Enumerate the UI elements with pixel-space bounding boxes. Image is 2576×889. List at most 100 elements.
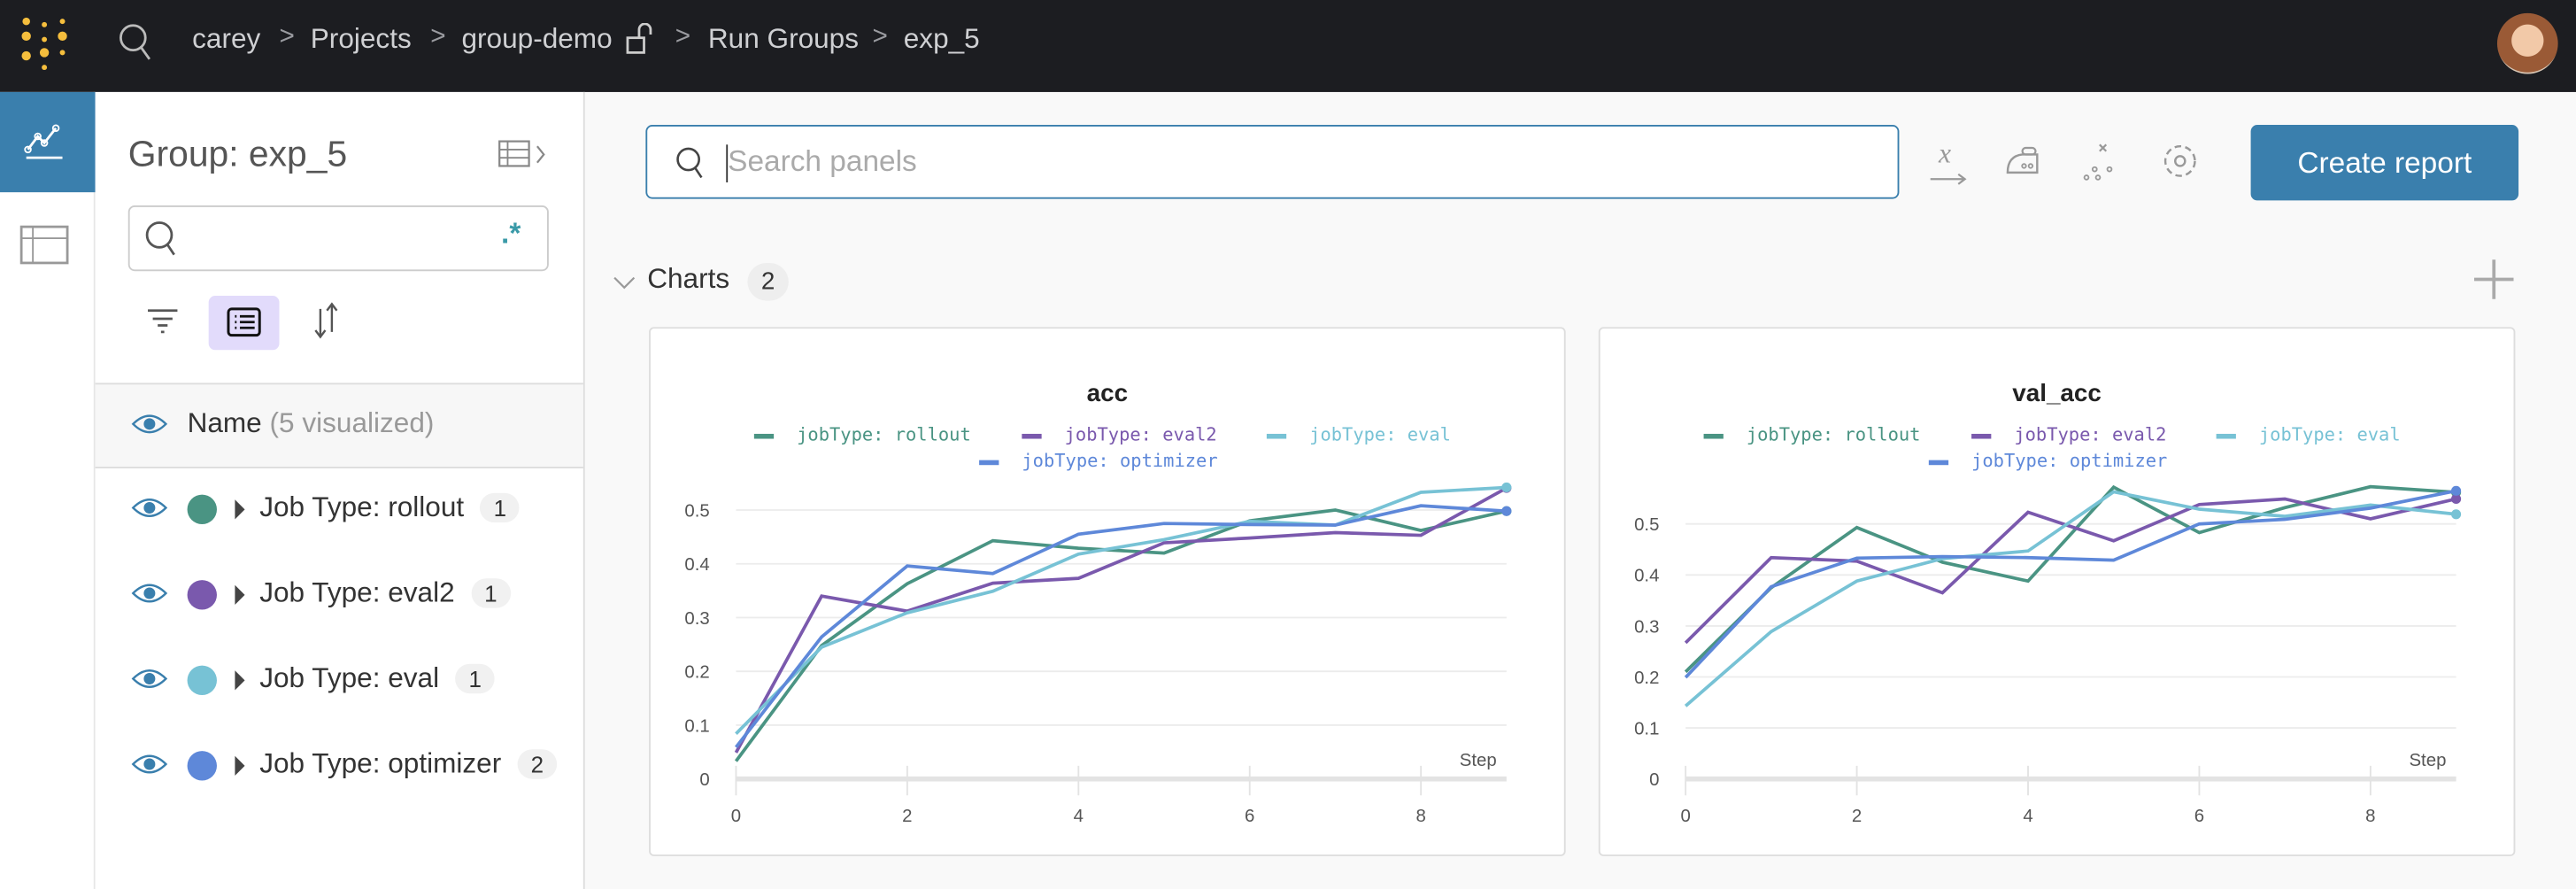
y-tick-label: 0.2 <box>1634 669 1659 688</box>
expand-caret-icon[interactable] <box>235 670 245 691</box>
breadcrumb-user[interactable]: carey <box>192 22 261 55</box>
expand-table-icon[interactable] <box>497 138 553 171</box>
expand-caret-icon[interactable] <box>235 499 245 520</box>
chart-plot[interactable]: 0 0.1 0.2 0.3 0.4 0.5 0 2 4 6 8 Step <box>1600 329 2514 854</box>
breadcrumb-separator: > <box>430 22 446 51</box>
create-report-button[interactable]: Create report <box>2250 125 2519 201</box>
search-panels-input[interactable]: Search panels <box>645 125 1900 199</box>
y-tick-label: 0.5 <box>684 501 709 521</box>
sort-icon[interactable] <box>312 302 342 342</box>
x-tick-label: 6 <box>1245 807 1254 826</box>
chart-panel-val-acc[interactable]: val_acc jobType: rollout jobType: eval2 job… <box>1598 327 2516 856</box>
y-tick-label: 0.5 <box>1634 515 1659 535</box>
y-tick-label: 0.4 <box>684 555 709 575</box>
x-tick-label: 4 <box>1074 807 1084 826</box>
legend-label: jobType: eval <box>2258 423 2401 445</box>
text-cursor <box>726 144 729 183</box>
filter-icon[interactable] <box>146 307 179 334</box>
regex-toggle[interactable]: .* <box>501 216 521 251</box>
breadcrumb-separator: > <box>279 22 295 51</box>
legend-swatch <box>1703 433 1724 438</box>
table-icon[interactable] <box>19 223 72 266</box>
group-count-badge: 1 <box>480 492 520 523</box>
group-title: Group: exp_5 <box>127 133 348 174</box>
series-line <box>735 485 1507 735</box>
unlock-icon[interactable] <box>626 22 655 56</box>
group-color-swatch[interactable] <box>187 665 217 696</box>
legend-label: jobType: eval2 <box>1064 423 1217 445</box>
group-color-swatch[interactable] <box>187 751 217 781</box>
add-panel-icon[interactable] <box>2472 258 2515 300</box>
x-tick-label: 8 <box>1415 807 1425 826</box>
legend-item[interactable]: jobType: eval <box>2216 423 2401 445</box>
chart-panel-acc[interactable]: acc jobType: rollout jobType: eval2 jobType… <box>649 327 1566 856</box>
section-title[interactable]: Charts <box>647 262 730 295</box>
chevron-down-icon[interactable] <box>613 273 636 292</box>
run-sidebar: Group: exp_5 .* Name (5 visualized) Job … <box>95 91 585 889</box>
run-group-row[interactable]: Job Type: rollout 1 <box>96 468 583 554</box>
x-tick-label: 0 <box>1680 807 1690 826</box>
outlier-scatter-icon[interactable] <box>2080 138 2123 184</box>
series-end-point <box>2451 485 2462 496</box>
series-line <box>734 508 1508 762</box>
run-search-input[interactable]: .* <box>127 205 549 272</box>
x-tick-label: 6 <box>2194 807 2204 826</box>
eye-icon[interactable] <box>131 753 168 776</box>
run-group-row[interactable]: Job Type: optimizer 2 <box>96 724 583 810</box>
y-tick-label: 0 <box>1649 770 1659 790</box>
legend-item[interactable]: jobType: eval2 <box>1022 423 1217 445</box>
x-tick-label: 2 <box>1852 807 1862 826</box>
legend-item[interactable]: jobType: optimizer <box>979 451 1218 472</box>
user-avatar[interactable] <box>2496 12 2558 74</box>
eye-icon[interactable] <box>131 667 168 690</box>
expand-caret-icon[interactable] <box>235 755 245 776</box>
y-tick-label: 0.4 <box>1634 567 1659 586</box>
wandb-logo-icon[interactable] <box>19 17 72 73</box>
breadcrumb-run-groups[interactable]: Run Groups <box>707 22 860 55</box>
legend-item[interactable]: jobType: eval2 <box>1971 424 2166 445</box>
series-end-point <box>2451 509 2462 520</box>
series-end-point <box>1501 482 1512 493</box>
search-icon[interactable] <box>119 23 155 63</box>
smoothing-iron-icon[interactable] <box>2002 138 2045 184</box>
expand-caret-icon[interactable] <box>235 584 245 605</box>
eye-icon[interactable] <box>131 582 168 605</box>
eye-icon[interactable] <box>131 413 168 436</box>
eye-icon[interactable] <box>131 496 168 519</box>
breadcrumb-projects[interactable]: Projects <box>310 22 412 55</box>
y-tick-label: 0.1 <box>1634 720 1659 739</box>
group-label: Job Type: eval <box>259 661 440 694</box>
chart-title: acc <box>1086 379 1129 408</box>
legend-swatch <box>1928 459 1949 465</box>
breadcrumb-current[interactable]: exp_5 <box>903 22 980 55</box>
group-color-swatch[interactable] <box>187 580 217 610</box>
group-button[interactable] <box>208 296 280 351</box>
top-bar: carey > Projects > group-demo > Run Grou… <box>0 0 2576 92</box>
run-group-row[interactable]: Job Type: eval 1 <box>96 639 583 725</box>
y-tick-label: 0 <box>699 770 709 790</box>
legend-item[interactable]: jobType: rollout <box>1703 424 1920 445</box>
list-icon <box>227 307 261 337</box>
runs-header-row: Name (5 visualized) <box>95 383 583 468</box>
name-column-header[interactable]: Name <box>187 407 262 439</box>
group-label: Job Type: eval2 <box>259 576 455 608</box>
group-color-swatch[interactable] <box>187 494 217 525</box>
legend-item[interactable]: jobType: rollout <box>753 424 971 445</box>
legend-item[interactable]: jobType: optimizer <box>1928 451 2167 472</box>
settings-gear-icon[interactable] <box>2157 138 2203 184</box>
line-chart-icon <box>24 124 63 159</box>
chart-plot[interactable]: 0 0.1 0.2 0.3 0.4 0.5 0 2 4 6 8 Step <box>651 329 1564 854</box>
x-axis-icon[interactable]: x <box>1929 138 1971 188</box>
rail-charts-button[interactable] <box>0 91 96 193</box>
legend-item[interactable]: jobType: eval <box>1266 424 1451 445</box>
y-tick-label: 0.1 <box>684 716 709 736</box>
legend-swatch <box>1266 433 1287 438</box>
legend-label: jobType: optimizer <box>1022 450 1218 472</box>
run-group-row[interactable]: Job Type: eval2 1 <box>96 553 583 639</box>
group-count-badge: 1 <box>471 578 511 608</box>
chart-title: val_acc <box>2012 379 2102 408</box>
breadcrumb-project[interactable]: group-demo <box>461 22 613 55</box>
legend-swatch <box>2216 433 2236 438</box>
y-tick-label: 0.3 <box>684 609 709 629</box>
visualized-count: (5 visualized) <box>269 407 435 439</box>
